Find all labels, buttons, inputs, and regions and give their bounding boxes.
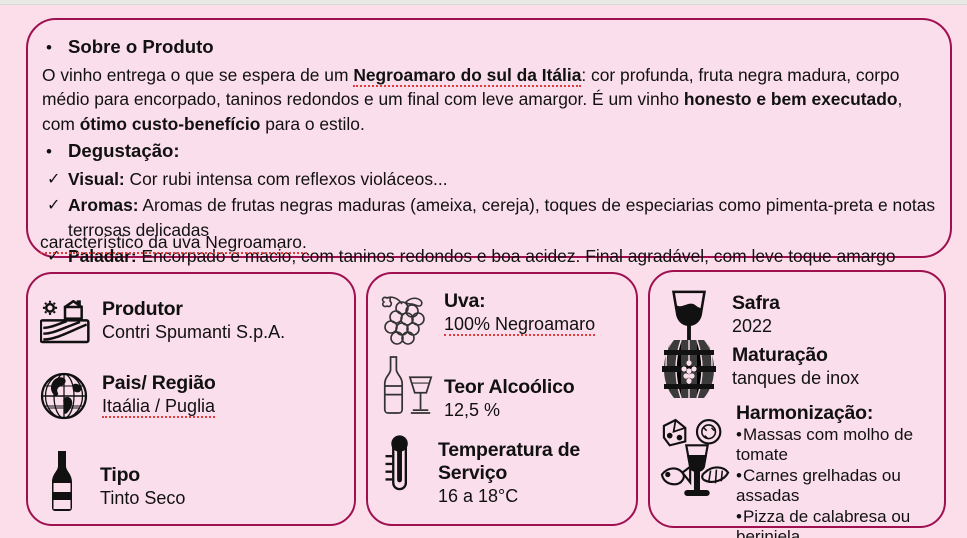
window-top-strip (0, 0, 967, 5)
about-para-part-3: , com (42, 89, 903, 134)
vintage-value: 2022 (732, 316, 773, 336)
about-heading-row: • Sobre o Produto (42, 32, 936, 63)
aging-row: Maturação tanques de inox (660, 338, 936, 400)
about-para-part-1: O vinho entrega o que se espera de um (42, 65, 354, 85)
about-para-part-4: para o estilo. (260, 113, 365, 134)
winery-farm-icon (39, 299, 90, 344)
country-region-row: Pais/ Região Itaália / Puglia (40, 370, 344, 420)
tasting-item-palate-label: Paladar: (68, 246, 137, 266)
producer-label: Produtor (102, 298, 183, 320)
about-paragraph: O vinho entrega o que se espera de um Ne… (42, 63, 936, 136)
vintage-label: Safra (732, 292, 780, 314)
bottle-and-glass-icon (378, 354, 436, 416)
thermometer-icon (378, 431, 424, 493)
tasting-item-aromas-label: Aromas: (68, 194, 139, 215)
food-pairing-icon (660, 416, 732, 500)
grape-card: Uva: 100% Negroamaro Teor Alcoólico (366, 272, 638, 526)
bullet-icon: • (46, 142, 52, 162)
pairing-label: Harmonização: (736, 402, 874, 424)
tasting-item-visual-label: Visual: (68, 169, 125, 190)
about-para-bold-honest: honesto e bem executado (683, 89, 898, 110)
tasting-item-palate-text: Encorpado e macio, com taninos redondos … (136, 246, 896, 266)
about-para-part-2: : cor profunda, fruta negra madura, corp… (42, 65, 900, 110)
vintage-card: Safra 2022 (648, 270, 946, 538)
bullet-icon: • (46, 38, 52, 57)
about-product-card: • Sobre o Produto O vinho entrega o que s… (26, 18, 952, 266)
globe-icon (40, 372, 88, 420)
country-region-label: Pais/ Região (102, 372, 216, 394)
pairing-list: Massas com molho de tomate Carnes grelha… (736, 425, 936, 538)
tasting-item-aromas: ✓ Aromas: Aromas de frutas negras madura… (42, 193, 936, 244)
wine-type-label: Tipo (100, 464, 140, 486)
about-overflow-label: característico da uva Negroamaro. (40, 232, 307, 254)
grape-row: Uva: 100% Negroamaro (378, 288, 626, 348)
tasting-heading-row: • Degustação: (42, 136, 936, 167)
alcohol-content-value: 12,5 % (444, 400, 501, 420)
serving-temperature-label: Temperatura de Serviço (438, 439, 581, 484)
wine-type-row: Tipo Tinto Seco (40, 450, 344, 512)
vintage-row: Safra 2022 (660, 286, 936, 350)
check-icon: ✓ (47, 248, 61, 265)
tasting-item-palate: ✓ Paladar: Encorpado e macio, com tanino… (42, 244, 936, 270)
tasting-item-aromas-text: Aromas de frutas negras maduras (ameixa,… (68, 194, 936, 241)
grape-label: Uva: (444, 290, 486, 312)
tasting-heading: Degustação: (68, 140, 180, 162)
about-para-bold-grape: Negroamaro do sul da Itália (353, 65, 582, 87)
producer-value: Contri Spumanti S.p.A. (102, 322, 286, 342)
check-icon: ✓ (47, 171, 61, 189)
country-region-value: Itaália / Puglia (102, 396, 216, 418)
wine-type-value: Tinto Seco (100, 488, 186, 508)
barrel-icon (660, 338, 718, 400)
producer-row: Produtor Contri Spumanti S.p.A. (39, 296, 344, 344)
pairing-row: Harmonização: Massas com molho de tomate… (660, 402, 936, 538)
wine-bottle-icon (40, 450, 84, 512)
aging-label: Maturação (732, 344, 828, 366)
producer-card: Produtor Contri Spumanti S.p.A. (26, 272, 356, 526)
alcohol-content-row: Teor Alcoólico 12,5 % (378, 354, 626, 421)
grapes-icon (378, 292, 434, 348)
pairing-item: Pizza de calabresa ou berinjela (736, 507, 936, 538)
serving-temperature-value: 16 a 18°C (438, 486, 519, 506)
about-heading: Sobre o Produto (68, 36, 214, 57)
grape-value: 100% Negroamaro (444, 314, 596, 336)
tasting-item-visual: ✓ Visual: Cor rubi intensa com reflexos … (42, 167, 936, 193)
pairing-item: Carnes grelhadas ou assadas (736, 466, 936, 507)
serving-temperature-row: Temperatura de Serviço 16 a 18°C (378, 429, 626, 507)
check-icon: ✓ (47, 196, 61, 214)
pairing-item: Massas com molho de tomate (736, 425, 936, 466)
aging-value: tanques de inox (732, 368, 860, 388)
about-para-bold-value: ótimo custo-benefício (79, 113, 261, 134)
alcohol-content-label: Teor Alcoólico (444, 376, 575, 398)
tasting-item-visual-text: Cor rubi intensa com reflexos violáceos.… (124, 169, 448, 190)
about-overflow-text: característico da uva Negroamaro. (40, 231, 307, 254)
